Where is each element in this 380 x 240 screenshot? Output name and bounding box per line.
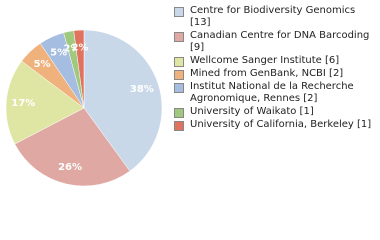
legend-label: Canadian Centre for DNA Barcoding [9] [190, 30, 370, 53]
slice-label: 2% [64, 43, 81, 54]
legend-entry: Centre for Biodiversity Genomics [13] [172, 5, 377, 29]
pie-slice [14, 107, 131, 187]
legend-entry: Wellcome Sanger Institute [6] [172, 55, 377, 67]
legend-swatch [174, 57, 184, 67]
legend-entry: University of Waikato [1] [172, 106, 377, 118]
legend-entry: University of California, Berkeley [1] [172, 119, 377, 131]
legend-label: University of Waikato [1] [190, 106, 314, 117]
legend-label: Centre for Biodiversity Genomics [13] [190, 5, 356, 28]
pie-slice [5, 60, 85, 145]
slice-label: 26% [58, 162, 82, 173]
legend-label: Institut National de la Recherche Agrono… [190, 81, 354, 104]
legend-entry: Institut National de la Recherche Agrono… [172, 81, 377, 105]
legend-swatch [174, 70, 184, 80]
legend-swatch [174, 7, 184, 17]
legend-entry: Canadian Centre for DNA Barcoding [9] [172, 30, 377, 54]
legend: Centre for Biodiversity Genomics [13] Can… [172, 5, 377, 132]
legend-label: University of California, Berkeley [1] [190, 119, 372, 130]
slice-label: 5% [50, 48, 67, 59]
legend-swatch [174, 32, 184, 42]
slice-label: 5% [34, 59, 51, 70]
legend-swatch [174, 121, 184, 131]
legend-label: Mined from GenBank, NCBI [2] [190, 68, 344, 79]
legend-entry: Mined from GenBank, NCBI [2] [172, 68, 377, 80]
pie-slice [83, 29, 163, 172]
slice-label: 2% [71, 42, 88, 53]
legend-swatch [174, 83, 184, 93]
slice-label: 17% [11, 98, 35, 109]
legend-swatch [174, 108, 184, 118]
pie-slice [73, 29, 85, 109]
slice-label: 38% [130, 84, 154, 95]
pie-chart: 38%26%17%5%5%2%2% [5, 29, 163, 187]
legend-label: Wellcome Sanger Institute [6] [190, 55, 340, 66]
